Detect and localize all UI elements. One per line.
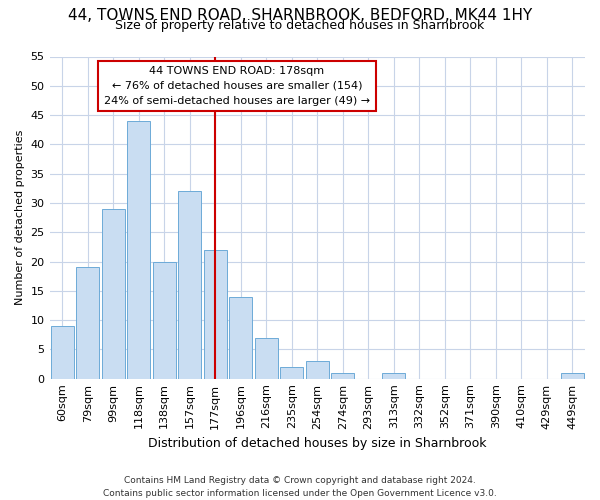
Bar xyxy=(153,262,176,378)
Bar xyxy=(51,326,74,378)
Bar xyxy=(229,296,252,378)
Bar xyxy=(76,268,99,378)
Bar xyxy=(331,373,354,378)
Bar xyxy=(382,373,405,378)
Text: 44, TOWNS END ROAD, SHARNBROOK, BEDFORD, MK44 1HY: 44, TOWNS END ROAD, SHARNBROOK, BEDFORD,… xyxy=(68,8,532,22)
Bar xyxy=(280,367,303,378)
Bar xyxy=(102,209,125,378)
Bar xyxy=(127,121,150,378)
Bar xyxy=(204,250,227,378)
X-axis label: Distribution of detached houses by size in Sharnbrook: Distribution of detached houses by size … xyxy=(148,437,487,450)
Text: Size of property relative to detached houses in Sharnbrook: Size of property relative to detached ho… xyxy=(115,19,485,32)
Bar xyxy=(306,361,329,378)
Bar xyxy=(255,338,278,378)
Y-axis label: Number of detached properties: Number of detached properties xyxy=(15,130,25,306)
Text: Contains HM Land Registry data © Crown copyright and database right 2024.
Contai: Contains HM Land Registry data © Crown c… xyxy=(103,476,497,498)
Bar xyxy=(561,373,584,378)
Text: 44 TOWNS END ROAD: 178sqm
← 76% of detached houses are smaller (154)
24% of semi: 44 TOWNS END ROAD: 178sqm ← 76% of detac… xyxy=(104,66,370,106)
Bar xyxy=(178,191,201,378)
